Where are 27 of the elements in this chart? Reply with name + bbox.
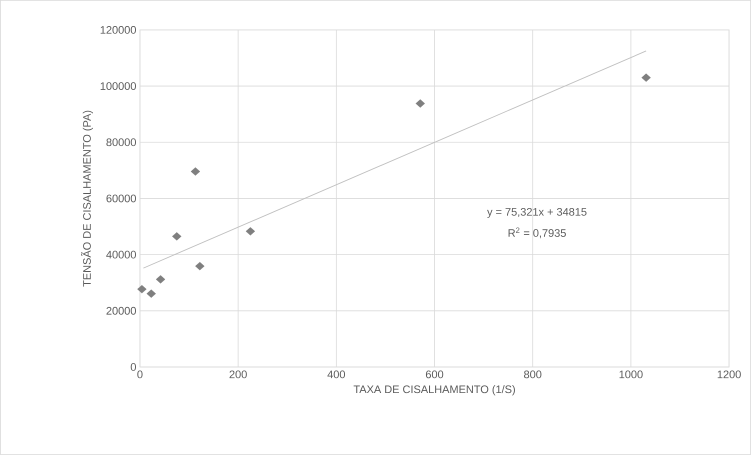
x-axis-title: TAXA DE CISALHAMENTO (1/S)	[354, 385, 515, 396]
y-axis-title: TENSÃO DE CISALHAMENTO (PA)	[81, 110, 93, 287]
x-tick-label: 1000	[620, 370, 643, 378]
point	[190, 167, 200, 176]
y-tick-label: 20000	[106, 306, 136, 315]
x-tick-label: 0	[137, 370, 143, 378]
y-tick-label: 60000	[106, 194, 136, 202]
x-tick-label: 200	[230, 370, 247, 378]
y-tick-label: 100000	[100, 82, 136, 90]
y-tick-label: 0	[130, 363, 136, 371]
x-tick-label: 400	[327, 370, 346, 378]
point	[146, 290, 156, 298]
y-tick-label: 120000	[100, 26, 136, 34]
annotation: R$^{2}$ = 0,7935	[508, 228, 566, 238]
point	[246, 227, 256, 236]
point	[416, 99, 425, 108]
x-tick-label: 600	[426, 370, 444, 378]
point	[137, 285, 147, 294]
point	[195, 262, 205, 270]
annotation: y = 75,321x + 34815	[487, 208, 587, 218]
point	[156, 275, 166, 284]
point	[641, 74, 651, 82]
point	[172, 232, 182, 241]
x-tick-label: 1200	[718, 370, 741, 378]
x-tick-label: 800	[524, 370, 542, 378]
y-tick-label: 80000	[106, 138, 136, 146]
y-tick-label: 40000	[106, 250, 136, 259]
